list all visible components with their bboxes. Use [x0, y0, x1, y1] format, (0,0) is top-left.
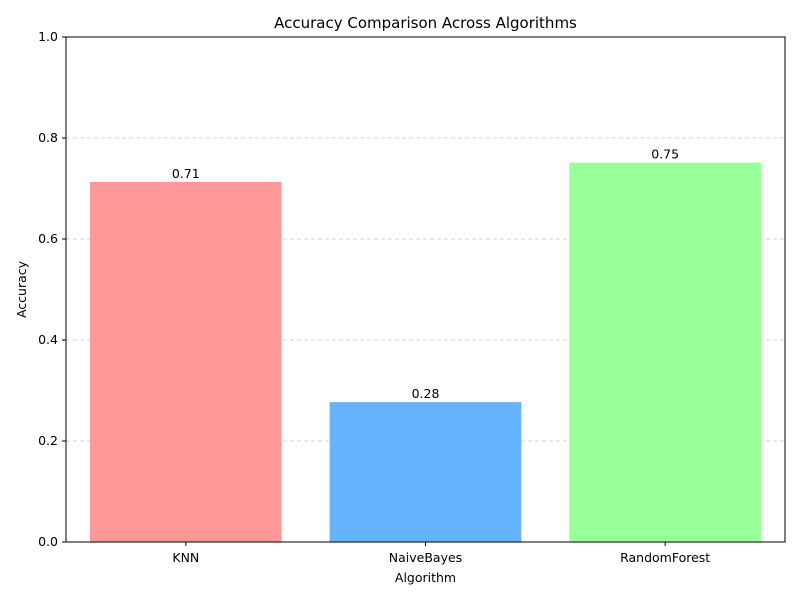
- data-label-knn: 0.71: [172, 166, 200, 181]
- x-tick-label: NaiveBayes: [389, 550, 462, 565]
- y-tick-label: 0.8: [38, 130, 58, 145]
- y-tick-label: 0.2: [38, 433, 58, 448]
- bar-naivebayes: [329, 402, 522, 542]
- y-tick-label: 0.6: [38, 231, 58, 246]
- bar-knn: [89, 181, 282, 542]
- bars: [89, 162, 762, 542]
- x-tick-label: RandomForest: [620, 550, 710, 565]
- x-tick-label: KNN: [172, 550, 199, 565]
- x-axis-ticks: KNN NaiveBayes RandomForest: [172, 542, 710, 565]
- y-axis-label: Accuracy: [14, 260, 29, 318]
- data-label-randomforest: 0.75: [651, 147, 679, 162]
- y-tick-label: 1.0: [38, 29, 58, 44]
- data-label-naivebayes: 0.28: [412, 386, 440, 401]
- data-labels: 0.71 0.28 0.75: [172, 147, 679, 401]
- y-tick-label: 0.0: [38, 534, 58, 549]
- bar-randomforest: [569, 162, 762, 542]
- y-tick-label: 0.4: [38, 332, 58, 347]
- y-axis-ticks: 0.0 0.2 0.4 0.6 0.8 1.0: [38, 29, 66, 549]
- x-axis-label: Algorithm: [395, 570, 456, 585]
- chart-title: Accuracy Comparison Across Algorithms: [274, 14, 577, 32]
